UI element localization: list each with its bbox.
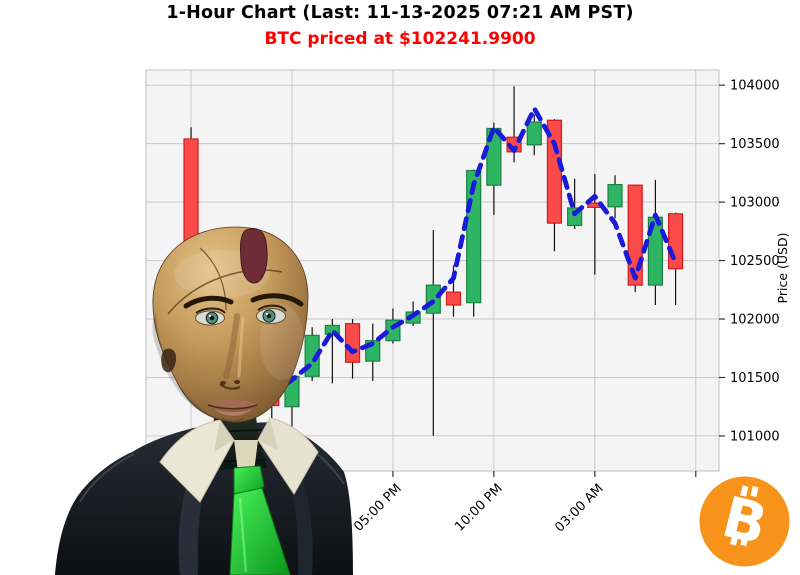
candle-body	[607, 183, 623, 208]
moving-average-line	[269, 106, 678, 398]
scalp-patch	[240, 228, 268, 284]
x-tick-label: 10:00 PM	[452, 481, 505, 534]
tie-highlight	[238, 497, 248, 573]
eyebrows	[183, 293, 304, 309]
candle-body	[324, 324, 340, 335]
y-tick-label: 102500	[730, 254, 780, 269]
robot-businessman-image	[55, 226, 353, 575]
mouth	[207, 399, 258, 422]
y-tick-label: 101500	[730, 371, 780, 386]
y-tick-label: 101000	[730, 429, 780, 444]
candle-body	[667, 213, 684, 270]
candle-body	[425, 284, 441, 314]
shirt-v	[234, 440, 258, 472]
ear-left	[161, 348, 177, 373]
candle-body	[445, 291, 462, 306]
collar-shade-left	[214, 420, 234, 452]
bitcoin-logo: B	[699, 476, 790, 567]
y-tick-label: 103500	[730, 137, 780, 152]
chart-title: 1-Hour Chart (Last: 11-13-2025 07:21 AM …	[166, 3, 634, 23]
price-subtitle: BTC priced at $102241.9900	[264, 29, 536, 49]
y-axis-title: Price (USD)	[775, 233, 790, 304]
x-tick-label: 03:00 AM	[552, 481, 606, 535]
y-tick-label: 103000	[730, 196, 780, 211]
candle-body	[526, 121, 542, 146]
y-axis: 101000 101500 102000 102500 103000 103500 1040…	[719, 79, 780, 444]
shirt-collar-left	[159, 419, 235, 503]
nose	[219, 313, 245, 390]
suit-lapel-right	[272, 424, 313, 575]
robot-head	[152, 226, 309, 423]
bitcoin-logo-circle	[699, 476, 790, 567]
eyes	[195, 304, 287, 326]
plot-border	[145, 69, 720, 472]
shoulder-highlight-left	[79, 453, 135, 503]
y-tick-label: 104000	[730, 79, 780, 94]
collar-shade-right	[258, 418, 278, 450]
x-tick-label: 05:00 PM	[351, 481, 404, 534]
y-tick-label: 102000	[730, 313, 780, 328]
